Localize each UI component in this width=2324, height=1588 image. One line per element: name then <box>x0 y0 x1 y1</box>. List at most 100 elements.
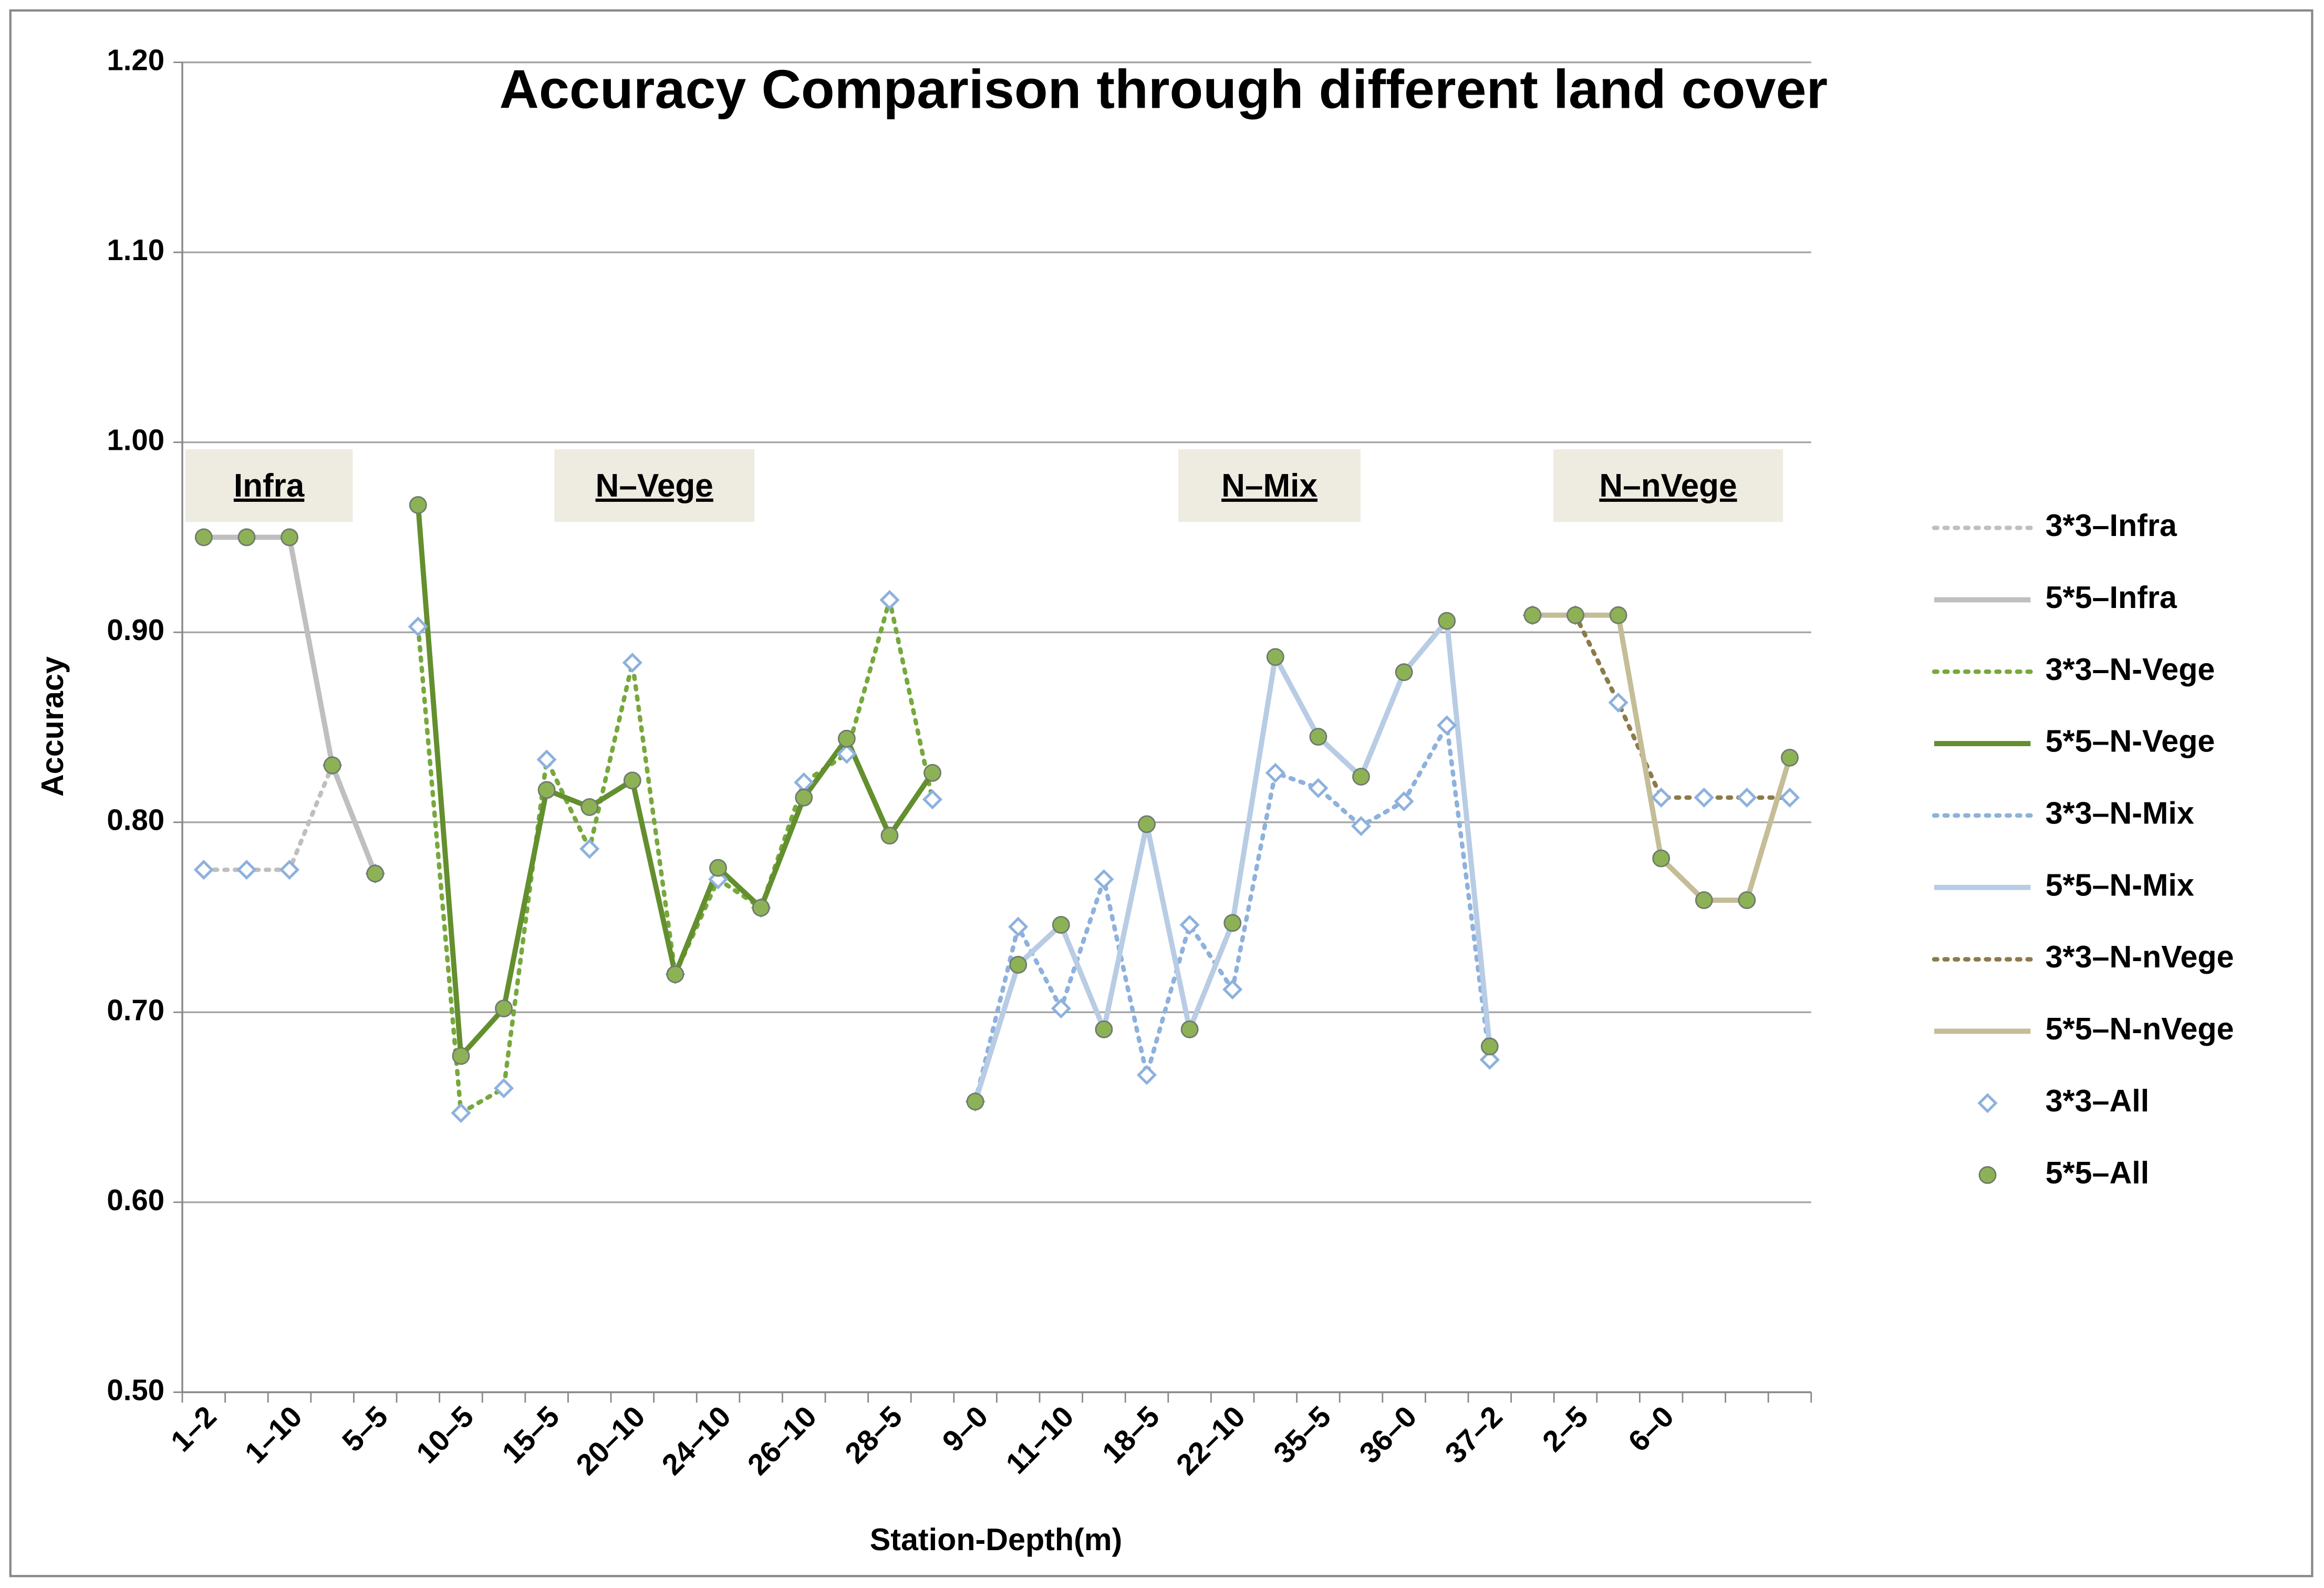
data-point <box>237 528 256 546</box>
data-point <box>408 616 428 637</box>
y-tick-label: 1.00 <box>107 424 164 457</box>
annotation: N–Vege <box>596 468 713 504</box>
data-point <box>1438 612 1456 630</box>
legend-label: 5*5–N-Mix <box>2046 867 2194 902</box>
data-point <box>1008 916 1029 937</box>
data-point <box>1738 891 1756 909</box>
y-tick-label: 0.60 <box>107 1183 164 1216</box>
data-point <box>236 860 257 880</box>
chart-border <box>9 9 2313 1577</box>
legend-marker <box>1978 1166 1997 1184</box>
data-point <box>536 749 557 770</box>
data-point <box>1737 787 1757 808</box>
annotation-box <box>185 449 353 522</box>
legend-label: 5*5–N-Vege <box>2046 724 2215 759</box>
annotation-box <box>1178 449 1361 522</box>
data-point <box>1351 816 1372 837</box>
annotation: N–Mix <box>1221 468 1317 504</box>
data-point <box>795 788 813 807</box>
data-point <box>879 590 900 610</box>
data-point <box>1138 815 1156 833</box>
data-point <box>1781 748 1799 767</box>
data-point <box>194 528 213 546</box>
data-point <box>323 756 341 775</box>
data-point <box>1437 715 1457 736</box>
data-point <box>1695 891 1713 909</box>
legend-label: 3*3–All <box>2046 1083 2150 1118</box>
data-point <box>1566 606 1584 624</box>
data-point <box>1523 606 1542 624</box>
data-point <box>451 1102 471 1123</box>
data-point <box>966 1092 984 1111</box>
y-tick-label: 0.80 <box>107 803 164 837</box>
legend-label: 5*5–Infra <box>2046 580 2177 615</box>
data-point <box>495 999 513 1018</box>
legend-label: 5*5–N-nVege <box>2046 1011 2234 1046</box>
legend-label: 3*3–N-nVege <box>2046 939 2234 974</box>
data-point <box>281 528 298 546</box>
data-point <box>366 864 385 883</box>
annotation: Infra <box>234 468 305 504</box>
data-point <box>1266 648 1284 666</box>
y-tick-label: 1.10 <box>107 233 164 266</box>
annotation: N–nVege <box>1599 468 1737 504</box>
data-point <box>279 860 300 880</box>
data-point <box>1480 1037 1499 1056</box>
x-axis-label: Station-Depth(m) <box>870 1522 1123 1557</box>
data-point <box>1223 914 1242 932</box>
data-point <box>1308 778 1329 798</box>
data-point <box>880 827 899 845</box>
data-point <box>1608 692 1628 713</box>
data-point <box>1095 1020 1113 1038</box>
data-point <box>1479 1049 1500 1070</box>
data-point <box>837 729 856 748</box>
legend-label: 3*3–N-Vege <box>2046 652 2215 687</box>
data-point <box>1222 979 1243 1000</box>
data-point <box>924 764 941 782</box>
data-point <box>493 1078 514 1099</box>
legend-label: 5*5–All <box>2046 1155 2150 1190</box>
data-point <box>1136 1065 1157 1085</box>
y-tick-label: 1.20 <box>107 44 164 77</box>
data-point <box>752 899 770 917</box>
data-point <box>1051 998 1071 1019</box>
data-point <box>1352 768 1370 786</box>
y-axis-label: Accuracy <box>35 656 70 797</box>
annotation-box <box>1553 449 1783 522</box>
data-point <box>1779 787 1800 808</box>
chart-title: Accuracy Comparison through different la… <box>499 58 1828 120</box>
data-point <box>1652 849 1671 868</box>
y-tick-label: 0.70 <box>107 993 164 1026</box>
data-point <box>409 496 427 514</box>
data-point <box>1309 728 1327 746</box>
y-tick-label: 0.50 <box>107 1373 164 1406</box>
data-point <box>836 744 857 764</box>
data-point <box>1395 663 1413 682</box>
data-point <box>579 839 600 859</box>
legend-label: 3*3–Infra <box>2046 508 2177 543</box>
data-point <box>580 798 599 816</box>
data-point <box>1009 956 1028 974</box>
legend-label: 3*3–N-Mix <box>2046 796 2194 831</box>
data-point <box>709 859 727 877</box>
data-point <box>452 1047 470 1065</box>
data-point <box>623 771 641 790</box>
data-point <box>708 869 729 890</box>
legend-marker <box>1977 1093 1998 1113</box>
data-point <box>922 789 943 810</box>
data-point <box>1179 914 1200 935</box>
y-tick-label: 0.90 <box>107 613 164 646</box>
data-point <box>537 781 556 799</box>
data-point <box>622 652 642 673</box>
data-point <box>666 965 684 983</box>
data-point <box>1265 762 1285 783</box>
data-point <box>1094 869 1114 890</box>
data-point <box>1651 787 1672 808</box>
data-point <box>1694 787 1714 808</box>
data-point <box>1609 606 1627 624</box>
data-point <box>1180 1020 1199 1038</box>
data-point <box>1394 791 1414 812</box>
annotation-box <box>554 449 755 522</box>
data-point <box>193 860 214 880</box>
